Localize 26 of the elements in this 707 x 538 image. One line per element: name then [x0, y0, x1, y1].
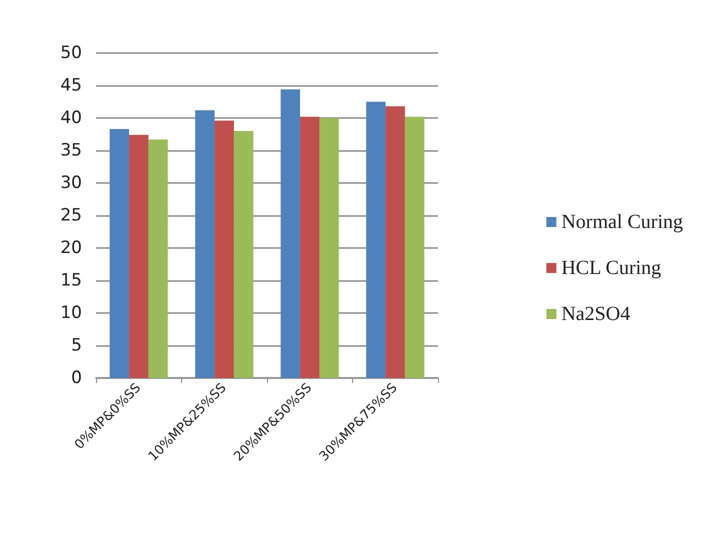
bar: [214, 120, 234, 378]
legend-label: Na2SO4: [561, 303, 630, 325]
y-tick-label: 40: [60, 108, 82, 128]
bar: [148, 139, 168, 378]
bar: [195, 110, 215, 378]
bar: [129, 134, 148, 378]
y-tick-label: 5: [71, 336, 82, 356]
bar: [386, 106, 405, 378]
bar: [234, 131, 254, 378]
bar: [366, 102, 386, 378]
bar: [280, 89, 300, 378]
y-tick-label: 10: [60, 303, 82, 323]
y-tick-label: 45: [60, 76, 82, 96]
y-tick-label: 25: [60, 206, 82, 226]
legend-label: HCL Curing: [561, 257, 662, 279]
y-tick-label: 30: [60, 173, 82, 193]
bar: [404, 116, 424, 378]
bar: [300, 116, 320, 378]
y-tick-label: 15: [60, 270, 82, 290]
y-tick-label: 50: [60, 43, 82, 63]
y-tick-label: 0: [71, 368, 82, 388]
y-tick-label: 35: [60, 140, 82, 160]
bar: [110, 129, 130, 378]
legend-label: Normal Curing: [561, 211, 684, 233]
bar: [319, 118, 339, 378]
y-tick-label: 20: [60, 238, 82, 258]
